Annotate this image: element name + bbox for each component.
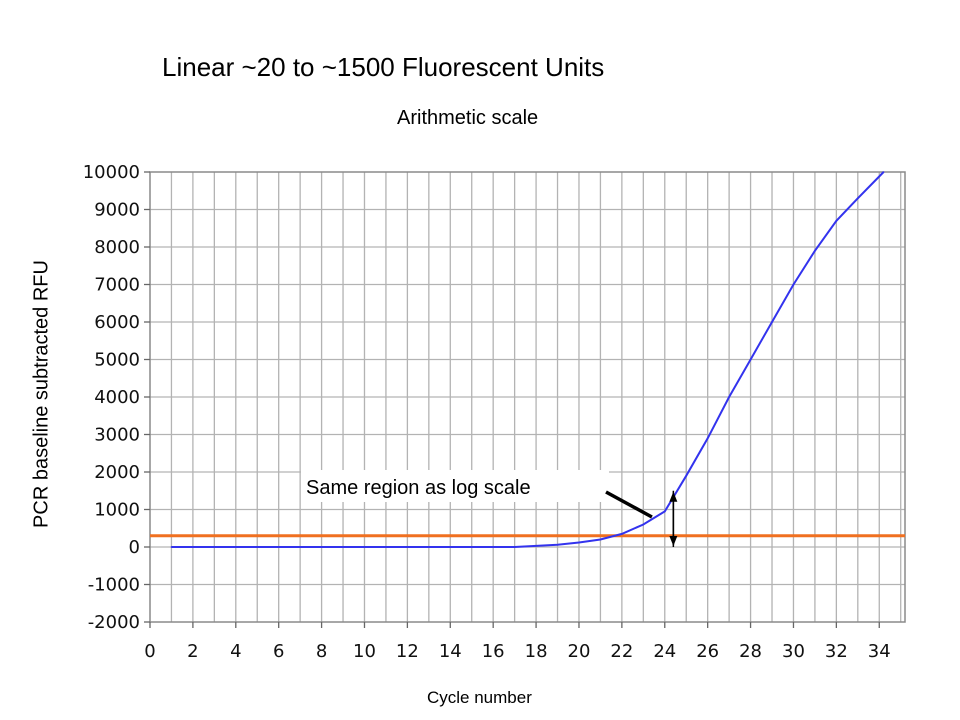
y-tick-label: 8000 bbox=[94, 237, 140, 258]
x-tick-label: 24 bbox=[653, 641, 676, 662]
data-point bbox=[857, 197, 859, 200]
x-tick-label: 0 bbox=[144, 641, 155, 662]
x-tick-label: 28 bbox=[739, 641, 762, 662]
data-point bbox=[728, 396, 730, 398]
data-point bbox=[556, 543, 559, 546]
annotation-text: Same region as log scale bbox=[306, 477, 531, 499]
data-point bbox=[749, 358, 752, 361]
x-tick-label: 14 bbox=[439, 641, 462, 662]
x-tick-label: 2 bbox=[187, 641, 198, 662]
y-tick-label: -2000 bbox=[88, 612, 140, 633]
x-tick-label: 34 bbox=[868, 641, 891, 662]
data-point bbox=[578, 541, 580, 544]
x-tick-label: 18 bbox=[525, 641, 548, 662]
y-tick-label: 5000 bbox=[94, 350, 140, 371]
y-tick-label: -1000 bbox=[88, 575, 140, 596]
data-point bbox=[642, 523, 645, 526]
data-point bbox=[792, 283, 795, 286]
y-tick-label: 6000 bbox=[94, 312, 140, 333]
data-point bbox=[663, 510, 666, 513]
y-tick-label: 0 bbox=[129, 537, 140, 558]
y-tick-label: 7000 bbox=[94, 275, 140, 296]
annotation-box bbox=[301, 470, 609, 502]
x-tick-label: 22 bbox=[610, 641, 633, 662]
data-point bbox=[170, 546, 173, 548]
y-tick-label: 10000 bbox=[83, 162, 140, 183]
y-tick-label: 1000 bbox=[94, 500, 140, 521]
data-point bbox=[882, 171, 885, 173]
data-point bbox=[685, 474, 688, 477]
x-tick-label: 30 bbox=[782, 641, 805, 662]
x-tick-label: 12 bbox=[396, 641, 419, 662]
x-tick-label: 10 bbox=[353, 641, 376, 662]
x-tick-label: 26 bbox=[696, 641, 719, 662]
data-point bbox=[513, 546, 516, 548]
chart-subtitle: Arithmetic scale bbox=[397, 107, 539, 129]
data-point bbox=[706, 437, 709, 440]
data-point bbox=[835, 219, 838, 222]
x-tick-label: 20 bbox=[568, 641, 591, 662]
y-tick-label: 3000 bbox=[94, 425, 140, 446]
x-tick-label: 4 bbox=[230, 641, 241, 662]
data-point bbox=[535, 545, 537, 547]
data-point bbox=[621, 533, 623, 535]
data-point bbox=[814, 249, 816, 252]
x-tick-label: 6 bbox=[273, 641, 284, 662]
data-point bbox=[771, 321, 773, 323]
x-tick-label: 8 bbox=[316, 641, 327, 662]
y-tick-label: 9000 bbox=[94, 200, 140, 221]
x-tick-label: 16 bbox=[482, 641, 505, 662]
y-tick-label: 2000 bbox=[94, 462, 140, 483]
y-tick-label: 4000 bbox=[94, 387, 140, 408]
x-tick-label: 32 bbox=[825, 641, 848, 662]
data-point bbox=[599, 538, 602, 541]
chart-title: Linear ~20 to ~1500 Fluorescent Units bbox=[162, 52, 605, 82]
x-axis-label: Cycle number bbox=[427, 688, 532, 707]
annotation-pointer bbox=[605, 490, 653, 519]
